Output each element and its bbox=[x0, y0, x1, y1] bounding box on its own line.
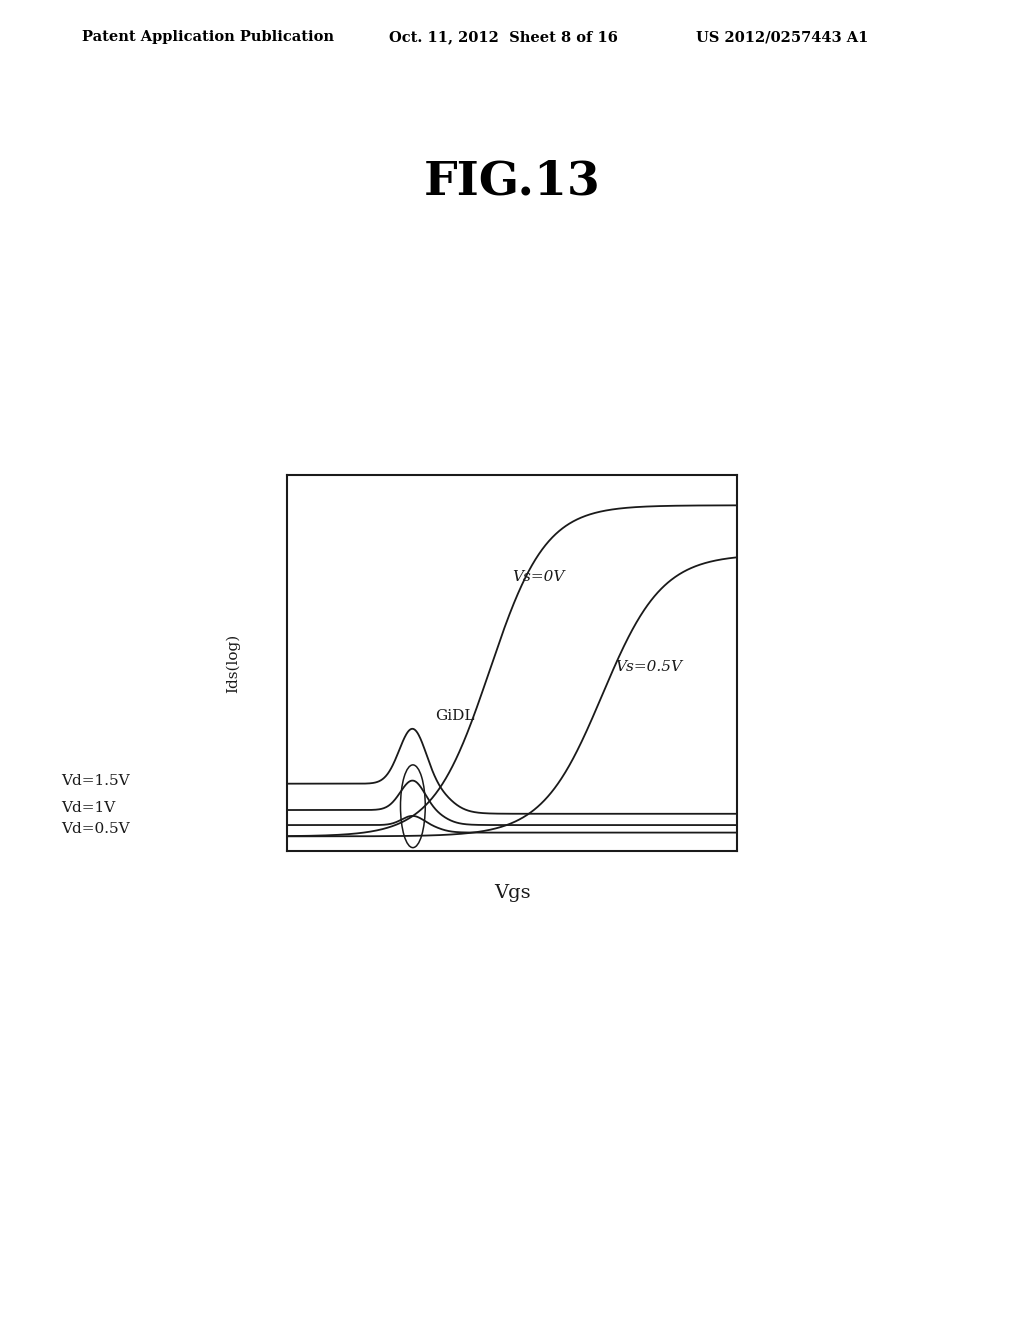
Text: Patent Application Publication: Patent Application Publication bbox=[82, 30, 334, 45]
Text: FIG.13: FIG.13 bbox=[424, 158, 600, 205]
Text: Vd=1.5V: Vd=1.5V bbox=[61, 775, 130, 788]
Text: US 2012/0257443 A1: US 2012/0257443 A1 bbox=[696, 30, 868, 45]
Text: Vd=1V: Vd=1V bbox=[61, 801, 116, 814]
Text: Vd=0.5V: Vd=0.5V bbox=[61, 822, 130, 836]
Text: GiDL: GiDL bbox=[435, 709, 475, 723]
Text: Ids(log): Ids(log) bbox=[225, 634, 240, 693]
Text: Vs=0V: Vs=0V bbox=[512, 569, 564, 583]
Text: Vs=0.5V: Vs=0.5V bbox=[615, 660, 683, 673]
Text: Vgs: Vgs bbox=[494, 884, 530, 903]
Text: Oct. 11, 2012  Sheet 8 of 16: Oct. 11, 2012 Sheet 8 of 16 bbox=[389, 30, 618, 45]
